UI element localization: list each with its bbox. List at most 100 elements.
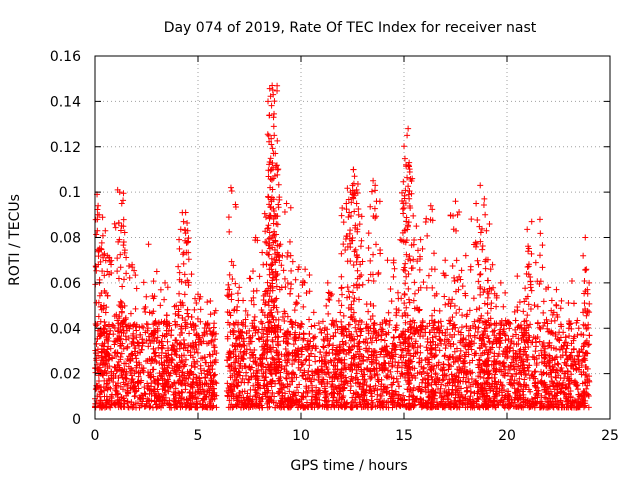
data-point [276, 194, 283, 201]
data-point [561, 339, 568, 346]
data-point [532, 368, 539, 375]
data-point [562, 349, 569, 356]
data-point [527, 321, 534, 328]
data-point [132, 272, 139, 279]
data-point [235, 378, 242, 385]
data-point [372, 382, 379, 389]
data-point [426, 320, 433, 327]
data-point [186, 330, 193, 337]
data-point [239, 388, 246, 395]
data-point [288, 281, 295, 288]
data-point [103, 380, 110, 387]
data-point [145, 343, 152, 350]
data-point [259, 343, 266, 350]
data-point [338, 285, 345, 292]
data-point [255, 335, 262, 342]
data-point [164, 338, 171, 345]
data-point [512, 326, 519, 333]
data-point [277, 385, 284, 392]
data-point [123, 254, 130, 261]
data-point [424, 347, 431, 354]
data-point [526, 375, 533, 382]
data-point [181, 226, 188, 233]
data-point [261, 377, 268, 384]
data-point [192, 295, 199, 302]
data-point [384, 257, 391, 264]
data-point [377, 247, 384, 254]
data-point [497, 332, 504, 339]
data-point [335, 297, 342, 304]
data-point [229, 275, 236, 282]
data-point [388, 298, 395, 305]
data-point [568, 371, 575, 378]
data-point [92, 350, 99, 357]
data-point [545, 343, 552, 350]
data-point [365, 244, 372, 251]
data-point [574, 331, 581, 338]
data-point [372, 357, 379, 364]
data-point [381, 353, 388, 360]
data-point [153, 268, 160, 275]
data-point [326, 349, 333, 356]
data-point [365, 308, 372, 315]
data-point [104, 380, 111, 387]
data-point [486, 338, 493, 345]
data-point [107, 404, 114, 411]
data-point [306, 316, 313, 323]
data-point [515, 323, 522, 330]
data-point [344, 185, 351, 192]
data-point [139, 323, 146, 330]
data-point [275, 201, 282, 208]
data-point [436, 336, 443, 343]
data-point [209, 366, 216, 373]
data-point [370, 251, 377, 258]
data-point [259, 249, 266, 256]
data-point [325, 370, 332, 377]
data-point [315, 377, 322, 384]
data-point [260, 330, 267, 337]
data-point [466, 379, 473, 386]
data-point [282, 390, 289, 397]
data-point [234, 290, 241, 297]
data-point [143, 293, 150, 300]
data-point [505, 370, 512, 377]
data-point [112, 224, 119, 231]
data-point [356, 221, 363, 228]
data-point [176, 245, 183, 252]
data-point [575, 391, 582, 398]
data-point [99, 371, 106, 378]
data-point [449, 326, 456, 333]
data-point [330, 332, 337, 339]
data-point [300, 336, 307, 343]
data-point [188, 271, 195, 278]
data-point [498, 381, 505, 388]
data-point [108, 261, 115, 268]
data-point [582, 363, 589, 370]
data-point [365, 277, 372, 284]
data-point [345, 321, 352, 328]
data-point [265, 193, 272, 200]
data-point [446, 362, 453, 369]
data-point [361, 376, 368, 383]
data-point [357, 243, 364, 250]
data-point [163, 312, 170, 319]
data-point [323, 302, 330, 309]
data-point [185, 256, 192, 263]
data-point [446, 331, 453, 338]
data-point [106, 363, 113, 370]
data-point [162, 279, 169, 286]
data-point [268, 102, 275, 109]
data-point [350, 166, 357, 173]
data-point [378, 332, 385, 339]
data-point [251, 317, 258, 324]
data-point [317, 349, 324, 356]
data-point [206, 351, 213, 358]
data-point [273, 283, 280, 290]
data-point [124, 345, 131, 352]
data-point [263, 261, 270, 268]
data-point [398, 396, 405, 403]
data-point [310, 335, 317, 342]
data-point [311, 353, 318, 360]
data-point [345, 213, 352, 220]
data-point [265, 387, 272, 394]
